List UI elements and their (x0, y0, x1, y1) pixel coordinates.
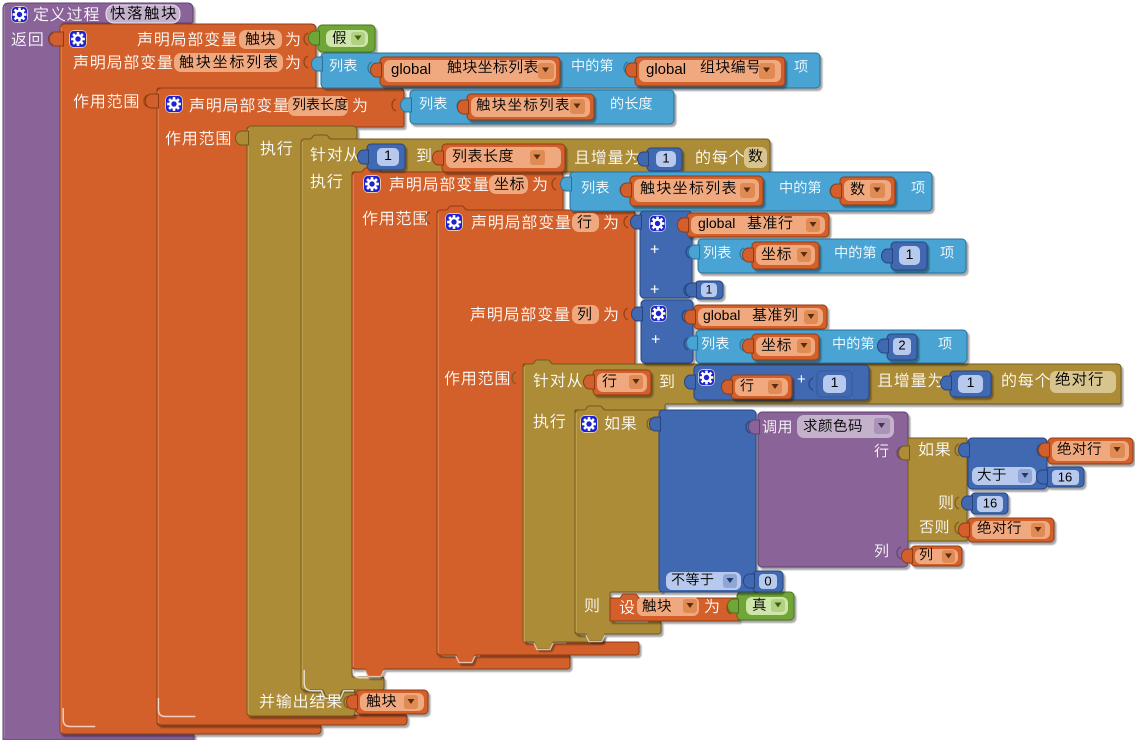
svg-text:1: 1 (906, 246, 914, 262)
svg-text:0: 0 (764, 573, 771, 588)
svg-text:1: 1 (831, 374, 839, 390)
svg-text:1: 1 (662, 150, 669, 165)
svg-text:16: 16 (1058, 469, 1072, 484)
svg-text:+: + (650, 282, 659, 299)
svg-text:global: global (698, 215, 735, 231)
svg-text:1: 1 (384, 147, 392, 163)
svg-text:global: global (703, 307, 740, 323)
svg-text:2: 2 (898, 337, 905, 352)
svg-text:+: + (651, 332, 660, 349)
svg-text:1: 1 (967, 374, 975, 390)
svg-text:1: 1 (706, 283, 713, 297)
svg-text:global: global (646, 61, 686, 78)
svg-text:16: 16 (983, 495, 997, 510)
svg-text:+: + (650, 242, 659, 259)
svg-text:global: global (391, 61, 431, 78)
svg-text:+: + (797, 371, 806, 388)
